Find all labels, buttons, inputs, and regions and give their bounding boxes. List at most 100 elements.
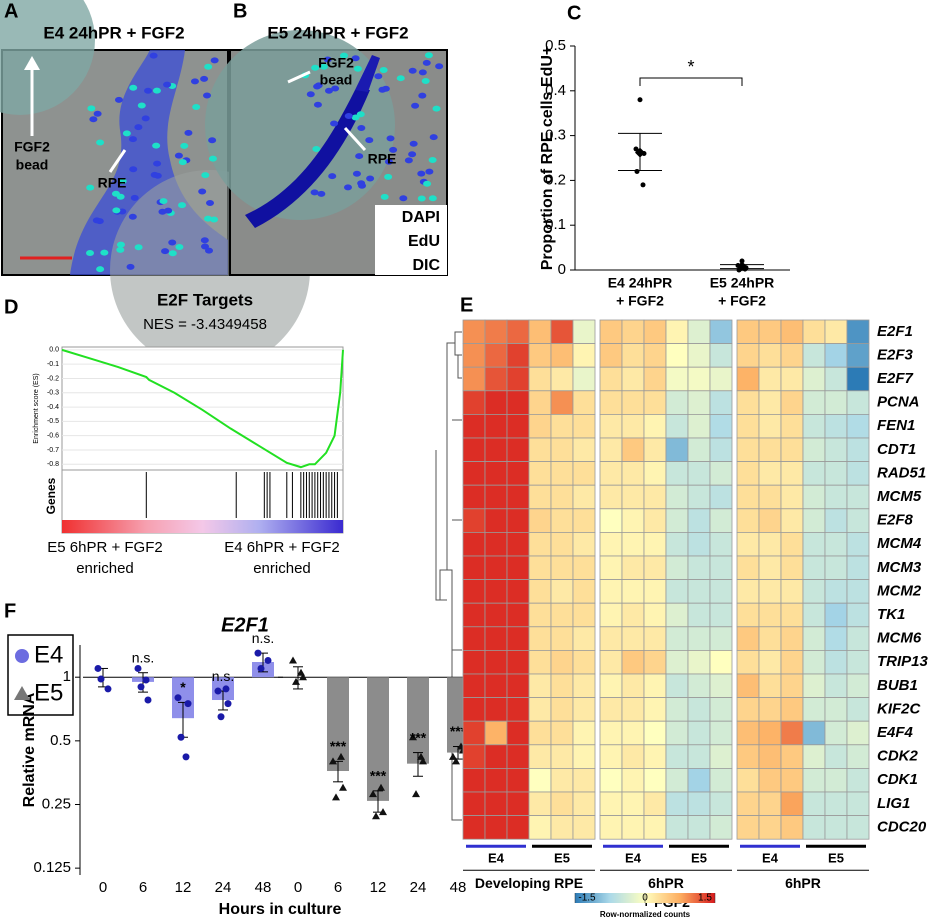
heatmap-cell [643, 720, 667, 746]
heatmap-cell [528, 343, 552, 368]
heatmap-cell [484, 650, 508, 675]
legend-label: E4 [34, 641, 63, 668]
heatmap-cell [599, 768, 623, 793]
nucleus [168, 250, 177, 257]
heatmap-cell [599, 720, 623, 746]
panel-letter: B [233, 0, 247, 22]
heatmap-cell [846, 343, 870, 368]
heatmap-cell [484, 744, 508, 769]
heatmap-cell [687, 791, 711, 817]
heatmap-cell [736, 626, 760, 651]
heatmap-cell [758, 768, 782, 793]
heatmap-cell [846, 484, 870, 510]
heatmap-cell [687, 437, 711, 463]
chart-title: E2F Targets [157, 290, 253, 309]
heatmap-cell [621, 366, 645, 392]
heatmap-cell [621, 650, 645, 675]
heatmap-cell [780, 390, 804, 415]
heatmap-cell [665, 413, 689, 439]
nucleus [323, 56, 332, 63]
nucleus [384, 173, 393, 180]
heatmap-cell [506, 532, 530, 557]
heatmap-cell [665, 650, 689, 675]
nucleus [435, 63, 444, 70]
nucleus [425, 168, 434, 175]
heatmap-cell [709, 697, 733, 722]
heatmap-cell [506, 437, 530, 463]
heatmap-cell [550, 650, 574, 675]
point [409, 733, 417, 741]
heatmap-cell [599, 390, 623, 415]
heatmap-cell [462, 815, 486, 840]
heatmap-cell [550, 319, 574, 345]
nucleus [164, 207, 173, 214]
nucleus [408, 151, 417, 158]
heatmap-cell [780, 768, 804, 793]
legend-label: E5 [34, 679, 63, 706]
heatmap-cell [599, 626, 623, 651]
heatmap-cell [736, 390, 760, 415]
nucleus [417, 195, 426, 202]
nucleus [129, 84, 138, 91]
point [299, 673, 307, 681]
heatmap-cell [506, 413, 530, 439]
annotation: bead [16, 157, 49, 173]
nucleus [423, 180, 432, 187]
gene-label: MCM6 [877, 630, 922, 647]
heatmap-cell [643, 673, 667, 699]
nucleus [355, 153, 364, 160]
enriched-label: enriched [253, 560, 311, 577]
point [449, 752, 457, 760]
significance: n.s. [132, 649, 155, 665]
heatmap-cell [687, 602, 711, 628]
heatmap-cell [665, 366, 689, 392]
heatmap-cell [599, 437, 623, 463]
heatmap-cell [665, 319, 689, 345]
nucleus [130, 194, 139, 201]
heatmap-cell [484, 366, 508, 392]
heatmap-cell [599, 343, 623, 368]
heatmap-cell [572, 532, 596, 557]
heatmap-cell [780, 366, 804, 392]
heatmap-cell [709, 319, 733, 345]
nucleus [203, 92, 212, 99]
heatmap-cell [462, 413, 486, 439]
heatmap-cell [665, 579, 689, 604]
y-axis-label: Proportion of RPE cells EdU+ [539, 46, 556, 270]
nucleus [429, 134, 438, 141]
heatmap-cell [621, 437, 645, 463]
heatmap-cell [665, 343, 689, 368]
annotation: FGF2 [14, 139, 50, 155]
heatmap-cell [846, 532, 870, 557]
colorbar-label: Row-normalized counts [600, 910, 691, 919]
heatmap-cell [780, 319, 804, 345]
heatmap-cell [687, 720, 711, 746]
bar [367, 677, 389, 801]
heatmap-cell [462, 366, 486, 392]
heatmap-cell [572, 650, 596, 675]
nucleus [421, 77, 430, 84]
point [452, 757, 460, 765]
heatmap-cell [484, 815, 508, 840]
chart-subtitle: NES = -3.4349458 [143, 316, 267, 333]
image-b [205, 30, 448, 276]
nucleus [122, 130, 131, 137]
heatmap-cell [736, 532, 760, 557]
heatmap-cell [709, 768, 733, 793]
heatmap-cell [846, 791, 870, 817]
nucleus [409, 140, 418, 147]
point [297, 668, 305, 676]
heatmap-cell [687, 744, 711, 769]
nucleus [396, 75, 405, 82]
heatmap-cell [709, 555, 733, 581]
heatmap-cell [621, 555, 645, 581]
point [137, 683, 145, 691]
heatmap-cell [736, 508, 760, 533]
heatmap-cell [621, 390, 645, 415]
arrow-head [24, 56, 40, 70]
point [177, 733, 185, 741]
heatmap-cell [621, 673, 645, 699]
enriched-label: enriched [76, 560, 134, 577]
heatmap-cell [506, 319, 530, 345]
heatmap-cell [780, 413, 804, 439]
